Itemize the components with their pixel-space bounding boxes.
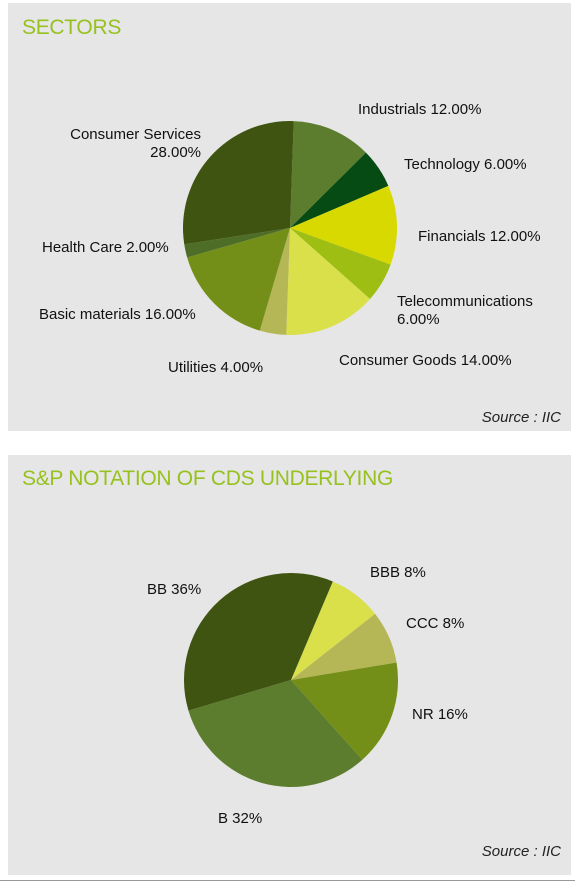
sectors-title: SECTORS: [22, 16, 122, 39]
pie-label-technology: Technology 6.00%: [404, 156, 527, 173]
pie-label-basic-materials: Basic materials 16.00%: [39, 306, 196, 323]
pie-label-b: B 32%: [218, 810, 262, 827]
pie-label-ccc: CCC 8%: [406, 615, 464, 632]
pie-label-financials: Financials 12.00%: [418, 228, 541, 245]
pie-slice-b: [188, 680, 363, 788]
sectors-pie-chart: Industrials 12.00% Technology 6.00% Financ…: [39, 101, 541, 376]
pie-label-bbb: BBB 8%: [370, 564, 426, 581]
pie-slice-bb: [184, 573, 333, 711]
sectors-panel: SECTORS Industrials 12.00% Technology 6.0…: [8, 3, 571, 431]
sp-notation-pie-chart: BBB 8% CCC 8% NR 16% B 32% BB 36%: [147, 564, 468, 827]
sectors-source: Source : IIC: [481, 409, 561, 426]
pie-slice-financials: [290, 185, 398, 265]
pie-slice-basic-materials: [187, 228, 290, 331]
pie-label-consumer-goods: Consumer Goods 14.00%: [339, 352, 512, 369]
pie-slice-utilities: [259, 228, 290, 335]
pie-slice-technology: [290, 152, 389, 228]
pie-label-consumer-services: Consumer Services 28.00%: [70, 126, 201, 161]
pie-slice-consumer-services: [183, 121, 294, 245]
pie-label-industrials: Industrials 12.00%: [358, 101, 481, 118]
pie-slice-health-care: [184, 228, 290, 258]
pie-slice-ccc: [291, 613, 397, 680]
pie-slice-bbb: [291, 581, 376, 680]
pie-label-health-care: Health Care 2.00%: [42, 239, 169, 256]
sp-notation-title: S&P NOTATION OF CDS UNDERLYING: [22, 467, 393, 490]
sp-notation-source: Source : IIC: [481, 843, 561, 860]
pie-label-utilities: Utilities 4.00%: [168, 359, 263, 376]
pie-label-bb: BB 36%: [147, 581, 201, 598]
pie-slice-telecommunications: [290, 228, 391, 300]
pie-slice-industrials: [290, 121, 366, 228]
sp-notation-panel: S&P NOTATION OF CDS UNDERLYING BBB 8% CCC…: [8, 455, 571, 875]
pie-slice-nr: [291, 662, 398, 760]
pie-slice-consumer-goods: [286, 228, 371, 335]
pie-label-nr: NR 16%: [412, 706, 468, 723]
bottom-divider: [0, 880, 575, 881]
pie-label-telecommunications: Telecommunications 6.00%: [397, 293, 533, 328]
